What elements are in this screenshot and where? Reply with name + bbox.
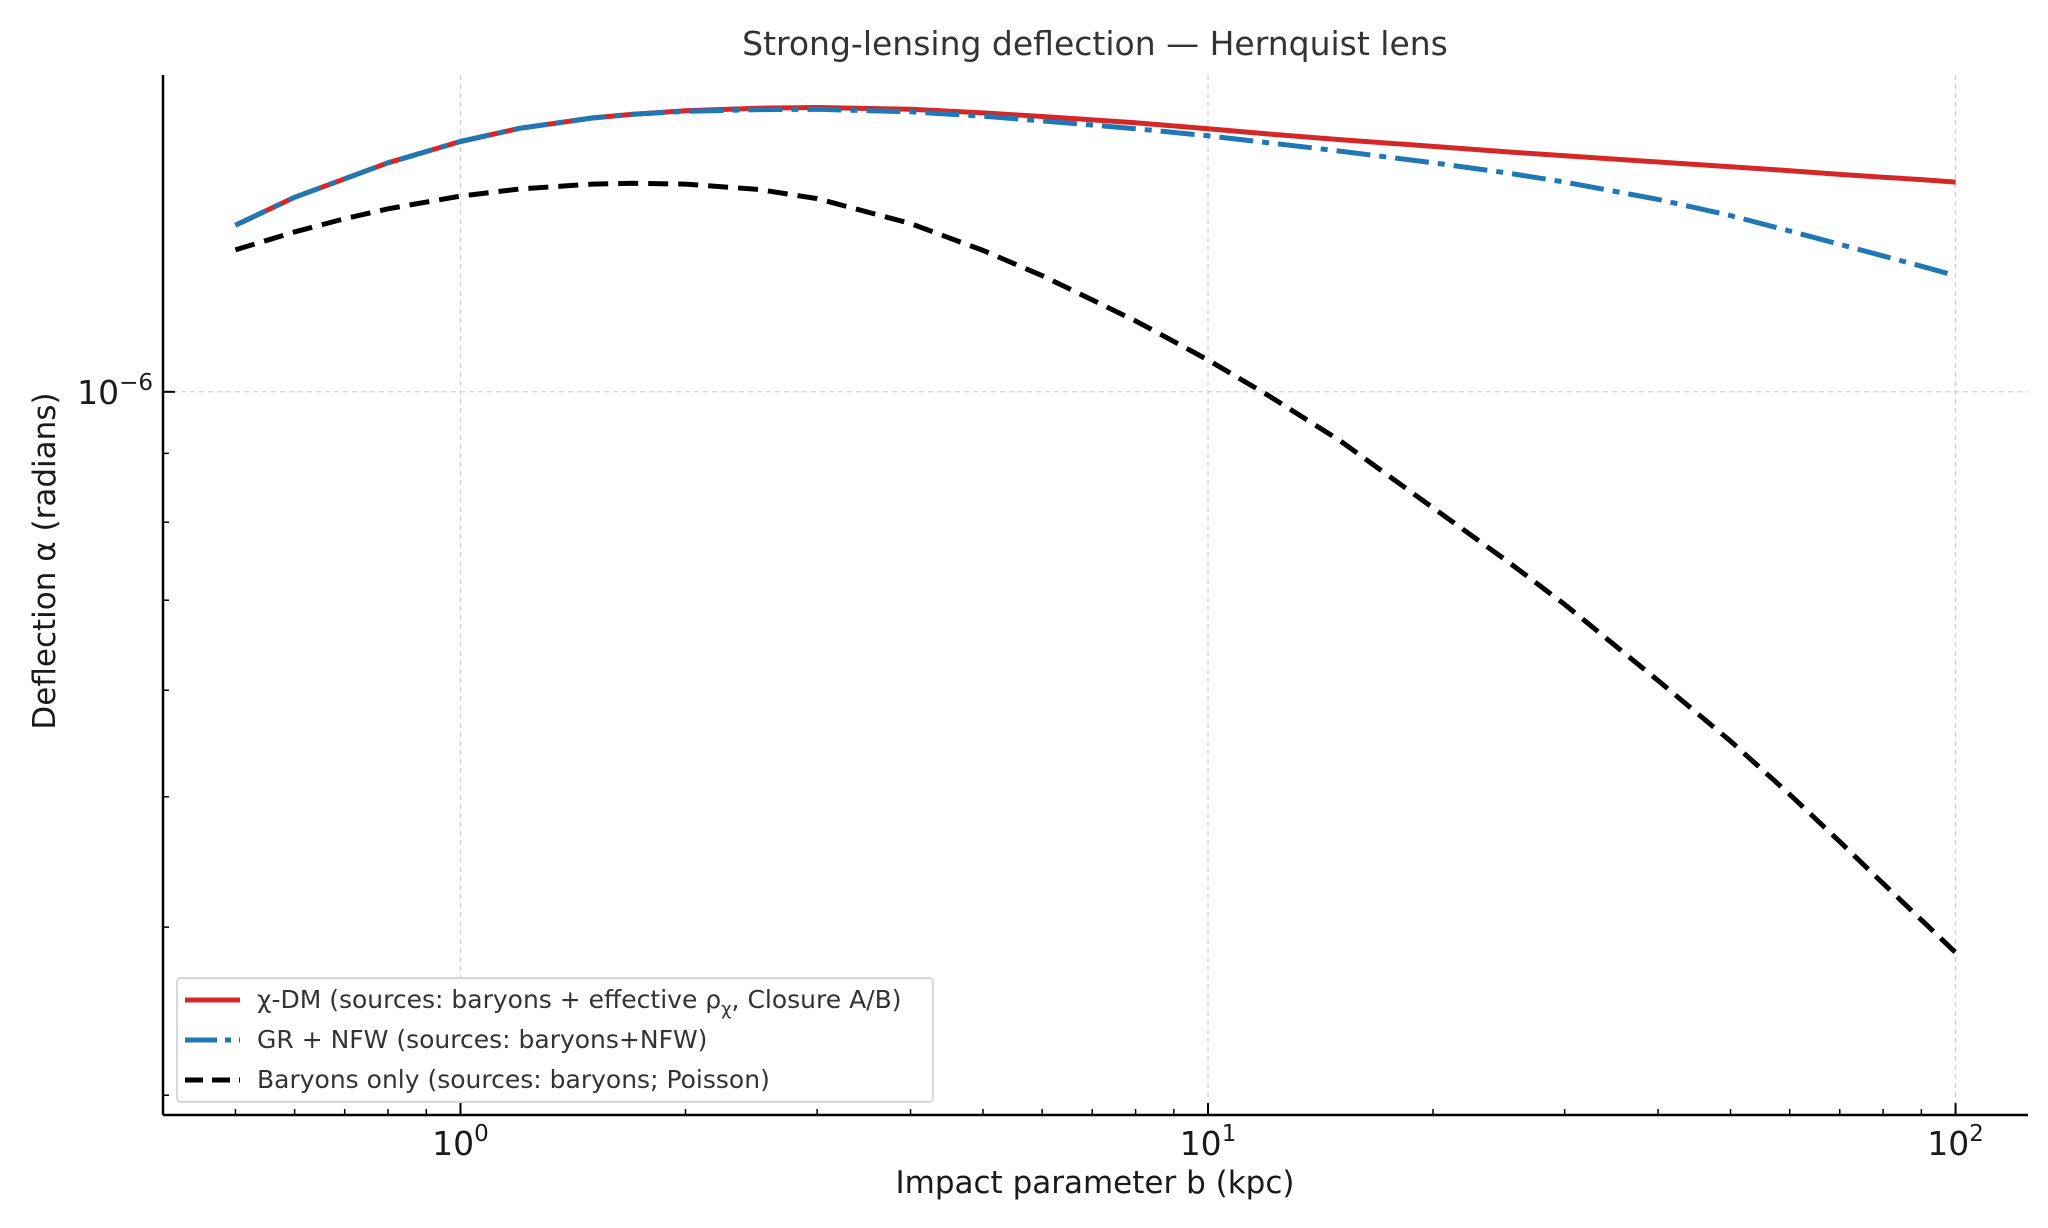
chart-title: Strong-lensing deflection — Hernquist le… [742,24,1448,63]
x-tick-label: 101 [1180,1121,1237,1163]
x-tick-label: 102 [1927,1121,1984,1163]
legend-box [176,977,934,1103]
legend-label-baryons: Baryons only (sources: baryons; Poisson) [257,1065,770,1094]
legend-label-chi-dm: χ-DM (sources: baryons + effective ρχ, C… [257,985,902,1020]
series-line-0 [234,105,1956,228]
series-lines [234,105,1958,955]
legend: χ-DM (sources: baryons + effective ρχ, C… [176,977,934,1103]
tick-marks [162,390,1957,1115]
y-tick-label: 10−6 [77,370,153,412]
x-axis-label: Impact parameter b (kpc) [896,1165,1295,1201]
axes [161,75,2028,1117]
tick-labels: 100 101 102 10−6 [77,370,1984,1163]
grid-lines [163,75,2028,1115]
legend-label-gr-nfw: GR + NFW (sources: baryons+NFW) [257,1025,707,1054]
series-line-2 [234,180,1958,955]
y-axis-label: Deflection α (radians) [27,392,63,729]
x-tick-label: 100 [432,1121,489,1163]
series-line-1 [234,106,1957,279]
